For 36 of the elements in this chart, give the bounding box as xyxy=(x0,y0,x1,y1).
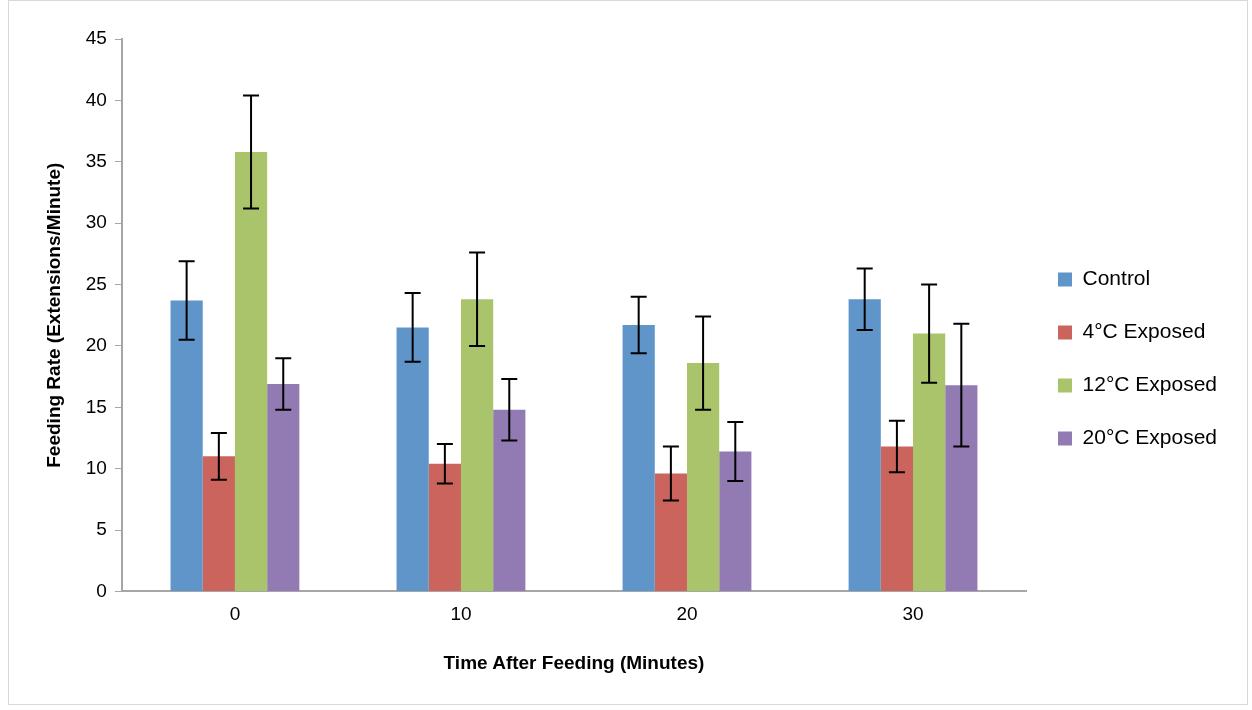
bar xyxy=(170,300,203,591)
bar xyxy=(267,383,300,591)
bar xyxy=(848,299,881,591)
y-axis-title: Feeding Rate (Extensions/Minute) xyxy=(42,162,64,468)
y-tick-label: 30 xyxy=(85,211,107,233)
x-axis-title: Time After Feeding (Minutes) xyxy=(443,651,705,673)
bar xyxy=(913,333,946,591)
bar xyxy=(460,299,494,591)
bar xyxy=(622,325,655,591)
x-tick-label: 30 xyxy=(902,603,924,625)
y-tick-label: 45 xyxy=(85,27,107,49)
x-tick-label: 20 xyxy=(676,603,698,625)
x-tick-label: 0 xyxy=(229,603,241,625)
bar xyxy=(493,409,526,591)
legend-label: Control xyxy=(1082,266,1151,290)
bar xyxy=(396,327,429,591)
bar xyxy=(654,473,687,591)
y-tick-label: 35 xyxy=(85,149,107,171)
y-tick-label: 10 xyxy=(85,456,107,478)
legend-label: 4°C Exposed xyxy=(1082,319,1206,343)
bar xyxy=(202,456,235,591)
y-tick-label: 0 xyxy=(96,579,107,601)
y-tick-label: 20 xyxy=(85,334,107,356)
x-tick-label: 10 xyxy=(450,603,472,625)
bar xyxy=(880,446,914,591)
bar xyxy=(719,451,752,591)
bar xyxy=(686,363,720,591)
y-tick-label: 5 xyxy=(96,518,107,540)
legend-label: 12°C Exposed xyxy=(1082,372,1217,396)
legend-label: 20°C Exposed xyxy=(1082,425,1217,449)
y-tick-label: 25 xyxy=(85,272,107,294)
bar xyxy=(234,151,268,591)
bar xyxy=(428,463,461,591)
y-tick-label: 15 xyxy=(85,395,107,417)
y-tick-label: 40 xyxy=(85,88,107,110)
bar xyxy=(945,385,978,591)
